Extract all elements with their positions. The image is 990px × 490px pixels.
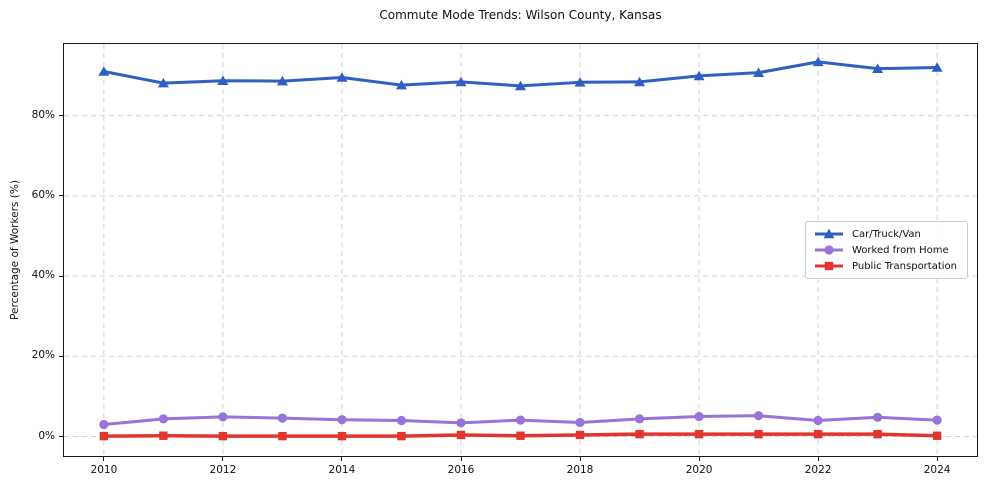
triangle-marker [276, 75, 288, 86]
legend-swatch-triangle-icon [815, 228, 844, 239]
circle-marker [158, 414, 168, 424]
y-tick-label: 40% [31, 269, 55, 282]
legend-item-public-transportation: Public Transportation [813, 260, 957, 272]
x-tick-label: 2016 [447, 464, 475, 476]
triangle-marker [693, 70, 705, 81]
legend-item-worked-from-home: Worked from Home [813, 244, 957, 256]
square-marker [397, 431, 406, 441]
x-tick-mark [103, 457, 105, 461]
chart-title: Commute Mode Trends: Wilson County, Kans… [379, 8, 662, 22]
triangle-marker [336, 72, 348, 82]
circle-marker [634, 414, 645, 424]
x-tick-mark [341, 457, 343, 461]
circle-marker [99, 419, 109, 430]
y-tick-label: 20% [31, 349, 55, 362]
y-tick-label: 60% [31, 188, 55, 201]
triangle-marker [395, 79, 407, 90]
triangle-marker [812, 56, 824, 67]
legend-label: Public Transportation [852, 260, 957, 272]
legend-swatch-square-icon [815, 261, 844, 271]
circle-marker [932, 415, 942, 425]
circle-marker [575, 417, 585, 428]
square-marker [159, 431, 168, 440]
x-tick-label: 2010 [90, 464, 118, 476]
square-marker [337, 431, 347, 441]
triangle-marker [753, 67, 765, 77]
square-marker [873, 429, 882, 439]
legend: Car/Truck/Van Worked from Home Public Tran… [805, 221, 968, 279]
y-tick-mark [59, 195, 63, 197]
square-marker [516, 431, 525, 440]
circle-marker [873, 412, 883, 422]
legend-label: Car/Truck/Van [852, 228, 921, 240]
x-tick-mark [579, 457, 581, 461]
square-marker [456, 430, 466, 440]
x-tick-mark [698, 457, 700, 461]
legend-label: Worked from Home [852, 244, 949, 256]
circle-marker [218, 412, 228, 422]
triangle-marker [217, 75, 229, 86]
triangle-marker [634, 76, 646, 87]
y-tick-mark [59, 355, 63, 357]
square-marker [813, 429, 823, 439]
triangle-marker [98, 66, 110, 76]
square-marker [824, 261, 834, 271]
x-tick-label: 2018 [566, 464, 594, 476]
x-tick-label: 2022 [804, 464, 832, 476]
x-tick-label: 2024 [923, 464, 951, 476]
x-tick-mark [817, 457, 819, 461]
square-marker [932, 431, 942, 440]
y-tick-mark [59, 275, 63, 277]
square-marker [575, 430, 585, 440]
triangle-marker [157, 77, 169, 88]
x-tick-mark [222, 457, 224, 461]
triangle-marker [455, 76, 467, 87]
circle-marker [753, 411, 764, 421]
triangle-marker [872, 63, 884, 73]
circle-marker [396, 415, 407, 426]
y-tick-mark [59, 115, 63, 117]
triangle-marker [515, 80, 526, 91]
square-marker [754, 429, 763, 439]
plot-area: Car/Truck/Van Worked from Home Public Tran… [63, 43, 978, 457]
legend-item-car-truck-van: Car/Truck/Van [813, 228, 957, 240]
circle-marker [515, 415, 526, 425]
x-tick-mark [936, 457, 938, 461]
legend-swatch-circle-icon [815, 245, 844, 255]
y-tick-mark [59, 436, 63, 437]
circle-marker [813, 415, 823, 426]
circle-marker [694, 411, 704, 422]
y-tick-label: 80% [31, 108, 55, 121]
triangle-marker [574, 77, 586, 87]
circle-marker [277, 413, 288, 423]
x-tick-label: 2014 [328, 464, 356, 476]
square-marker [278, 431, 287, 441]
y-axis-label: Percentage of Workers (%) [9, 180, 21, 320]
circle-marker [456, 418, 466, 428]
square-marker [218, 431, 228, 441]
circle-marker [337, 415, 347, 425]
y-tick-label: 0% [38, 429, 55, 442]
square-marker [99, 431, 109, 441]
chart-canvas [64, 44, 977, 456]
x-tick-mark [460, 457, 462, 461]
x-tick-label: 2012 [209, 464, 237, 476]
x-tick-label: 2020 [685, 464, 713, 476]
triangle-marker [823, 228, 835, 239]
square-marker [694, 429, 704, 439]
triangle-marker [931, 62, 943, 72]
circle-marker [824, 245, 834, 255]
square-marker [635, 429, 644, 439]
